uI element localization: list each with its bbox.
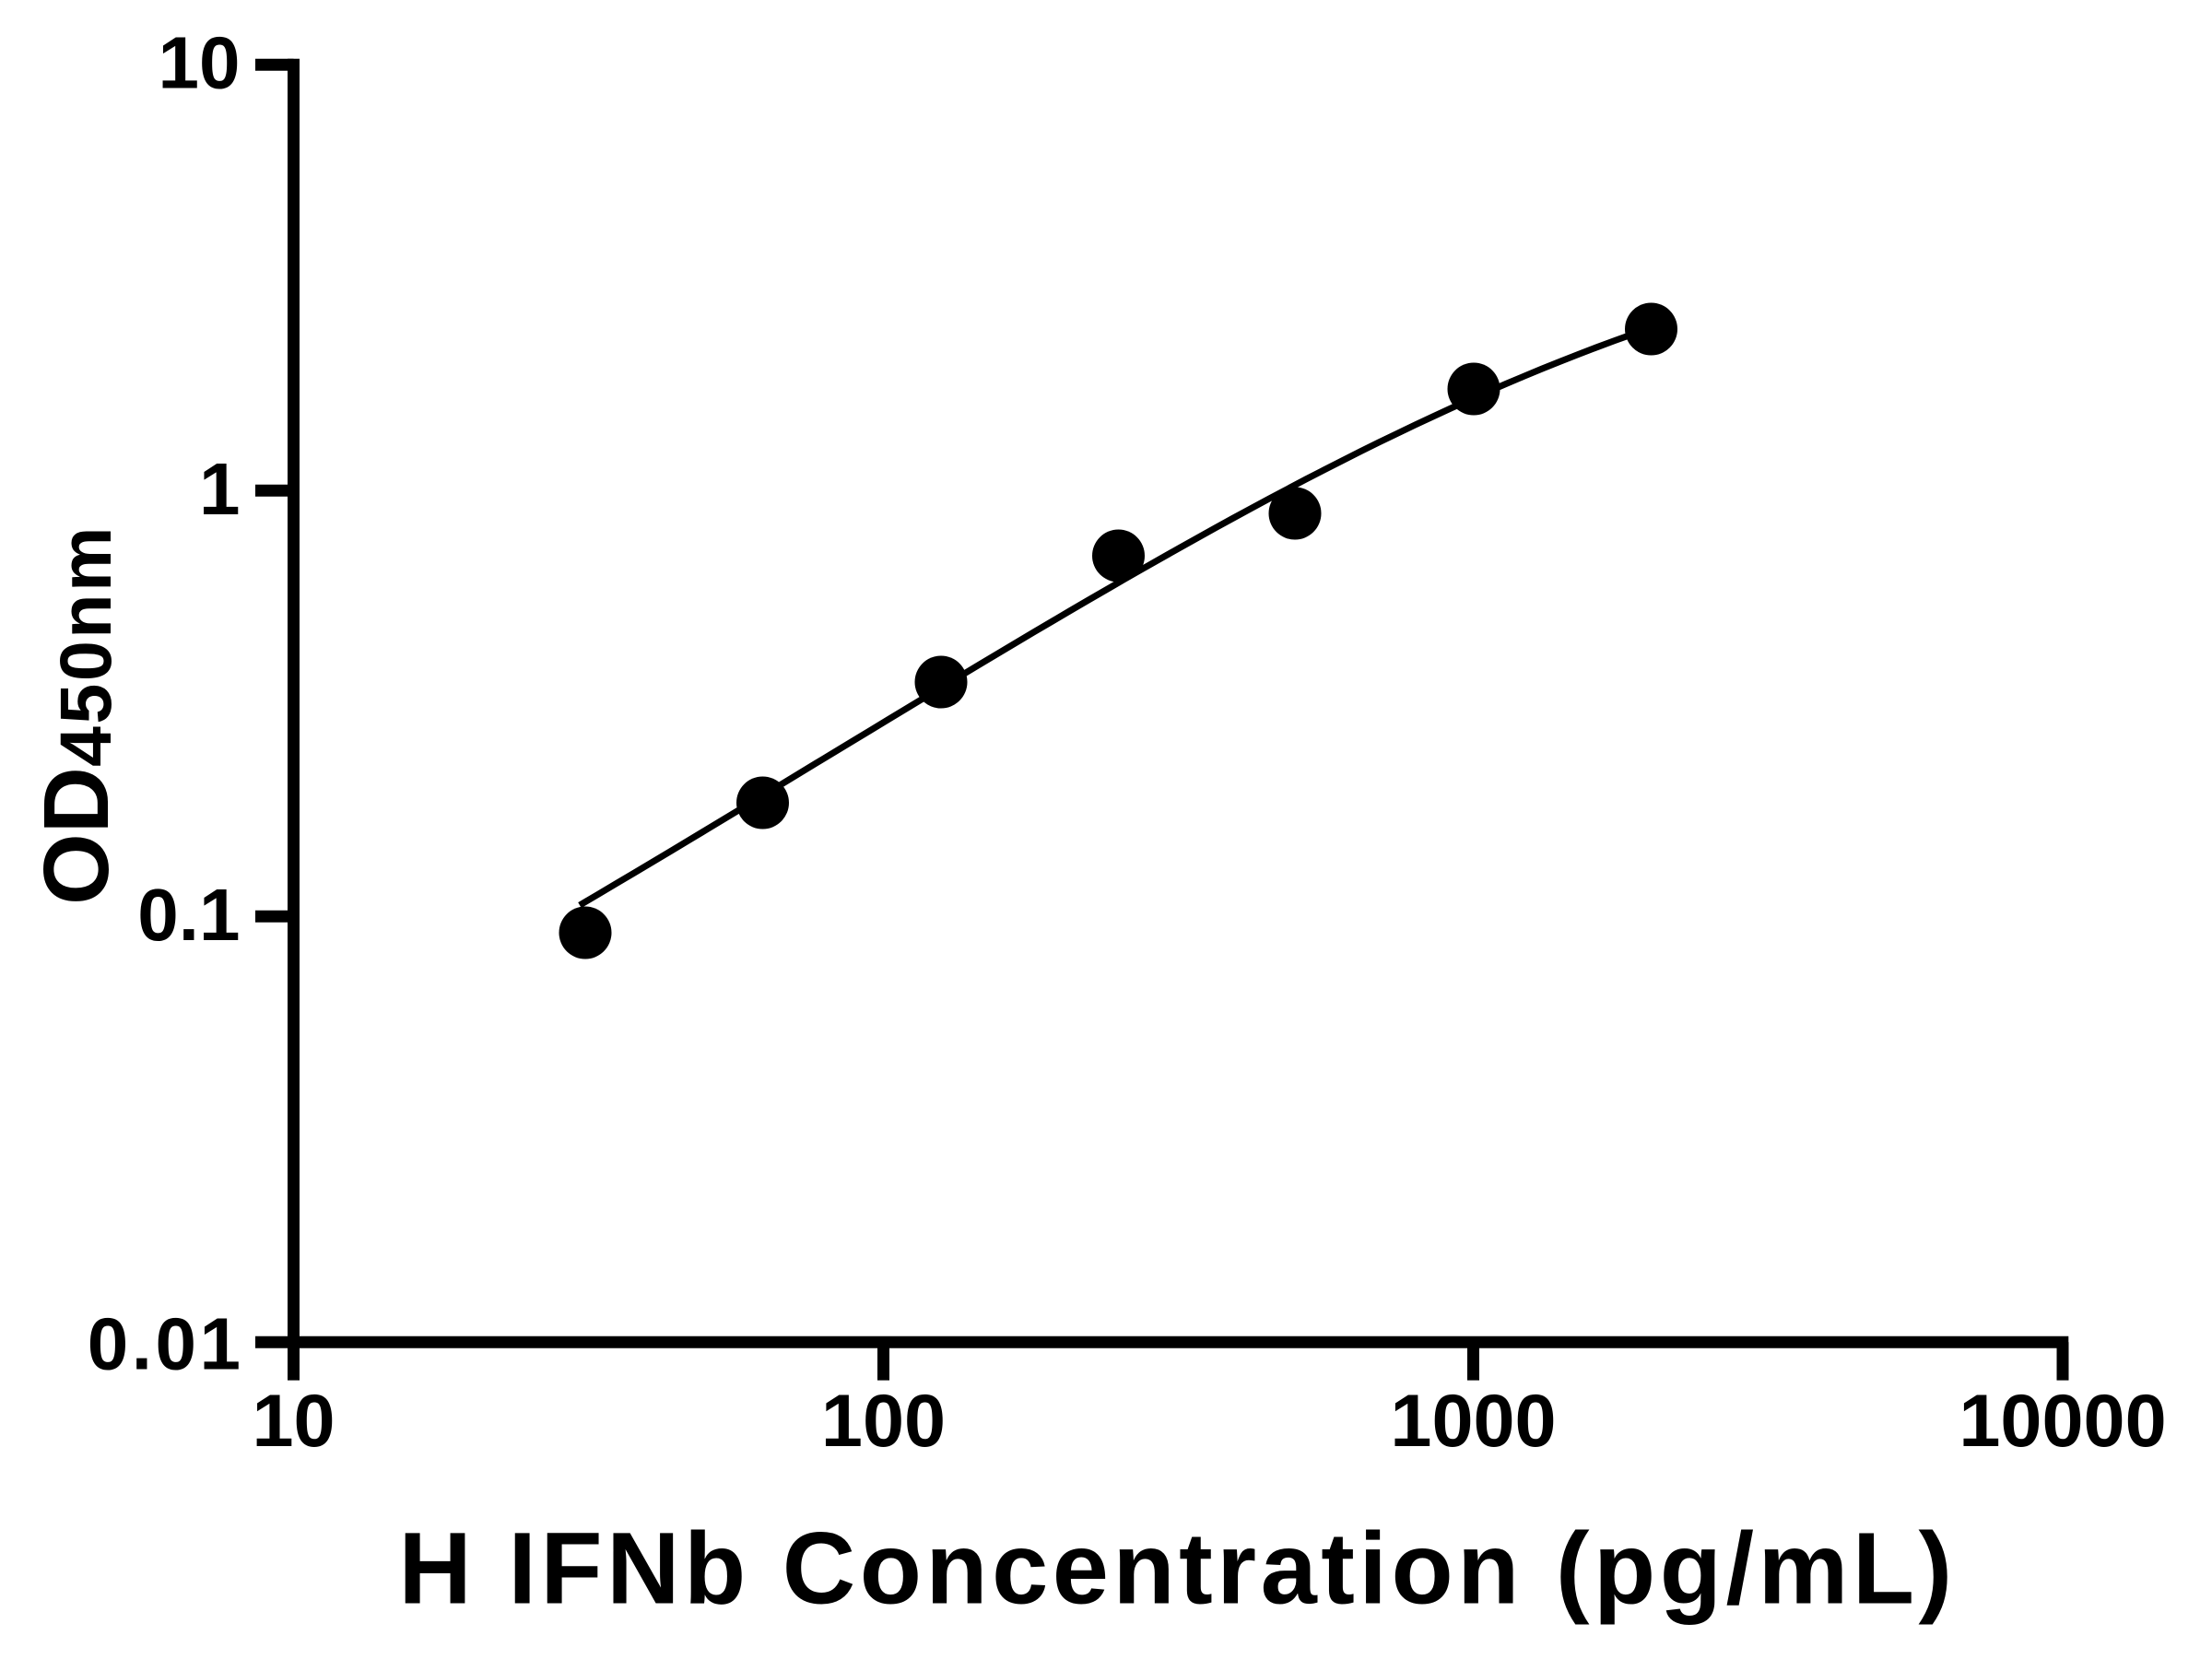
svg-text:0.01: 0.01	[88, 1303, 244, 1385]
svg-text:1: 1	[199, 448, 241, 530]
svg-text:0.1: 0.1	[137, 874, 240, 956]
svg-text:H IFNb Concentration (pg/mL): H IFNb Concentration (pg/mL)	[398, 1512, 1956, 1625]
svg-text:1000: 1000	[1390, 1380, 1556, 1463]
svg-text:10000: 10000	[1959, 1380, 2166, 1463]
svg-text:10: 10	[252, 1380, 335, 1463]
svg-text:10: 10	[159, 22, 241, 104]
svg-text:100: 100	[821, 1380, 946, 1463]
